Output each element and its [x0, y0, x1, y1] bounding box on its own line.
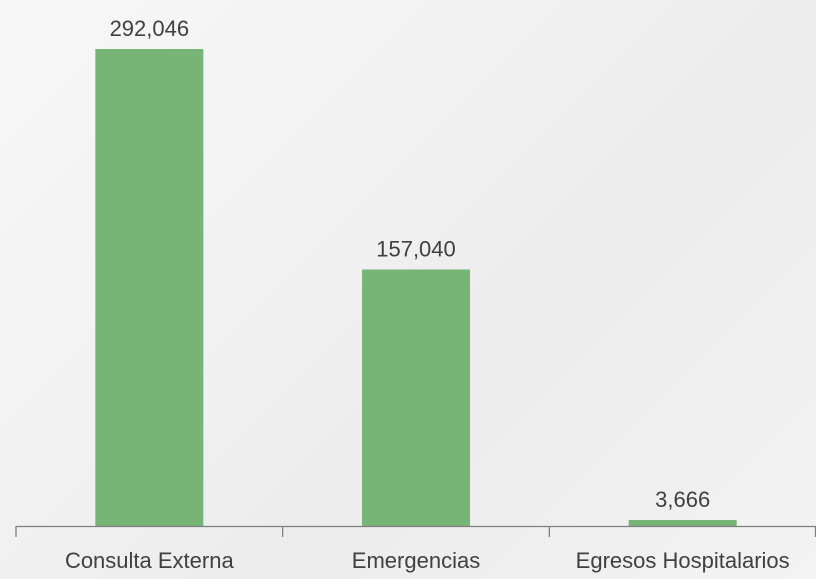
category-label: Consulta Externa	[65, 548, 235, 573]
category-label: Emergencias	[352, 548, 480, 573]
bar	[95, 49, 204, 526]
x-axis	[15, 525, 816, 537]
data-label: 157,040	[376, 237, 456, 262]
bar	[628, 520, 737, 526]
labels-layer: 292,046 Consulta Externa 157,040 Emergencia…	[65, 16, 790, 573]
category-label: Egresos Hospitalarios	[576, 548, 790, 573]
bar	[362, 269, 470, 526]
data-label: 3,666	[655, 487, 710, 512]
data-label: 292,046	[110, 16, 190, 41]
bars-layer	[95, 49, 737, 526]
